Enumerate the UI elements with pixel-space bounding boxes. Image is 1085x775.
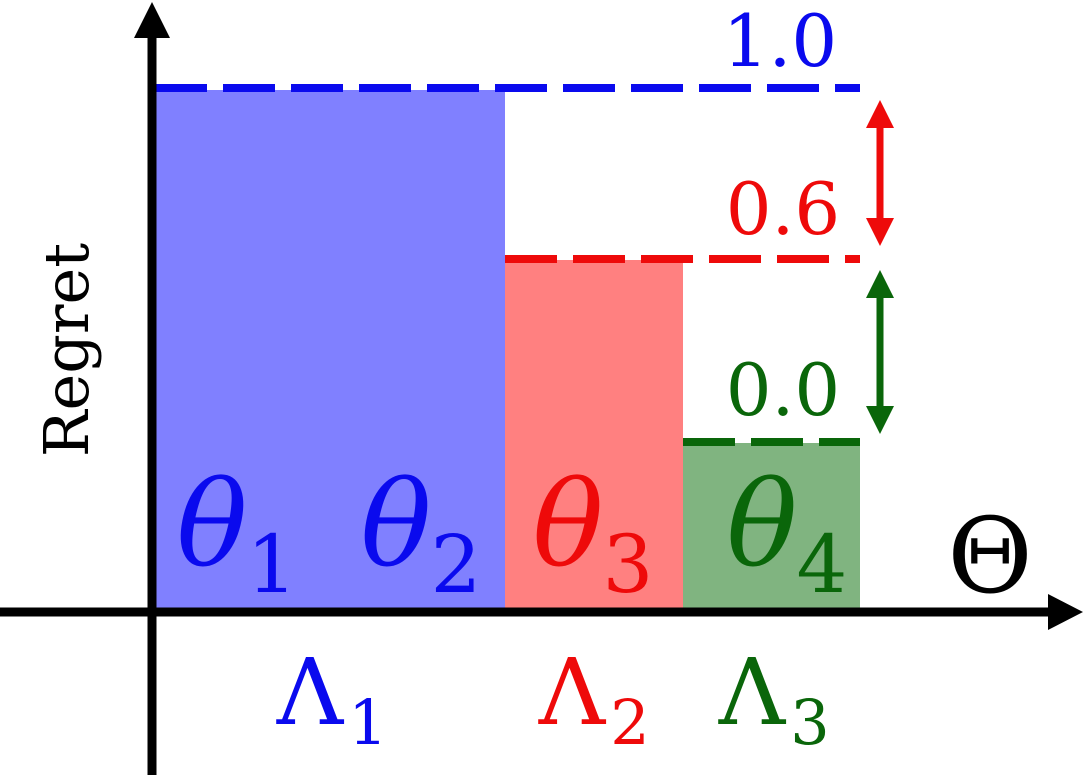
region-label-theta-4: θ 4 xyxy=(726,455,847,611)
svg-text:θ: θ xyxy=(532,455,603,593)
svg-text:Λ: Λ xyxy=(538,639,607,746)
group-label-lambda-2: Λ 2 xyxy=(538,639,650,759)
svg-text:4: 4 xyxy=(797,518,848,611)
level-label-0-6: 0.6 xyxy=(726,167,841,251)
svg-text:Λ: Λ xyxy=(276,639,345,746)
svg-text:3: 3 xyxy=(790,686,829,759)
svg-text:1: 1 xyxy=(247,518,298,611)
svg-text:1: 1 xyxy=(348,686,387,759)
svg-text:2: 2 xyxy=(431,518,482,611)
region-bar-lambda-1 xyxy=(155,90,505,608)
group-label-lambda-1: Λ 1 xyxy=(276,639,388,759)
svg-text:3: 3 xyxy=(603,518,654,611)
region-bar-lambda-2 xyxy=(505,260,683,608)
region-label-theta-1: θ 1 xyxy=(176,455,297,611)
gap-arrow-red xyxy=(866,100,894,246)
svg-text:θ: θ xyxy=(726,455,797,593)
x-axis xyxy=(0,594,1083,630)
x-axis-label: Θ xyxy=(947,495,1032,617)
svg-text:Λ: Λ xyxy=(718,639,787,746)
svg-text:2: 2 xyxy=(610,686,649,759)
svg-text:θ: θ xyxy=(176,455,247,593)
region-label-theta-3: θ 3 xyxy=(532,455,653,611)
region-bar-lambda-3 xyxy=(683,443,860,608)
gap-arrow-green xyxy=(866,270,894,434)
svg-text:θ: θ xyxy=(360,455,431,593)
y-axis-label: Regret xyxy=(30,243,103,457)
region-label-theta-2: θ 2 xyxy=(360,455,481,611)
group-label-lambda-3: Λ 3 xyxy=(718,639,830,759)
level-label-1-0: 1.0 xyxy=(723,0,838,83)
y-axis xyxy=(134,2,170,775)
level-label-0-0: 0.0 xyxy=(726,348,841,432)
